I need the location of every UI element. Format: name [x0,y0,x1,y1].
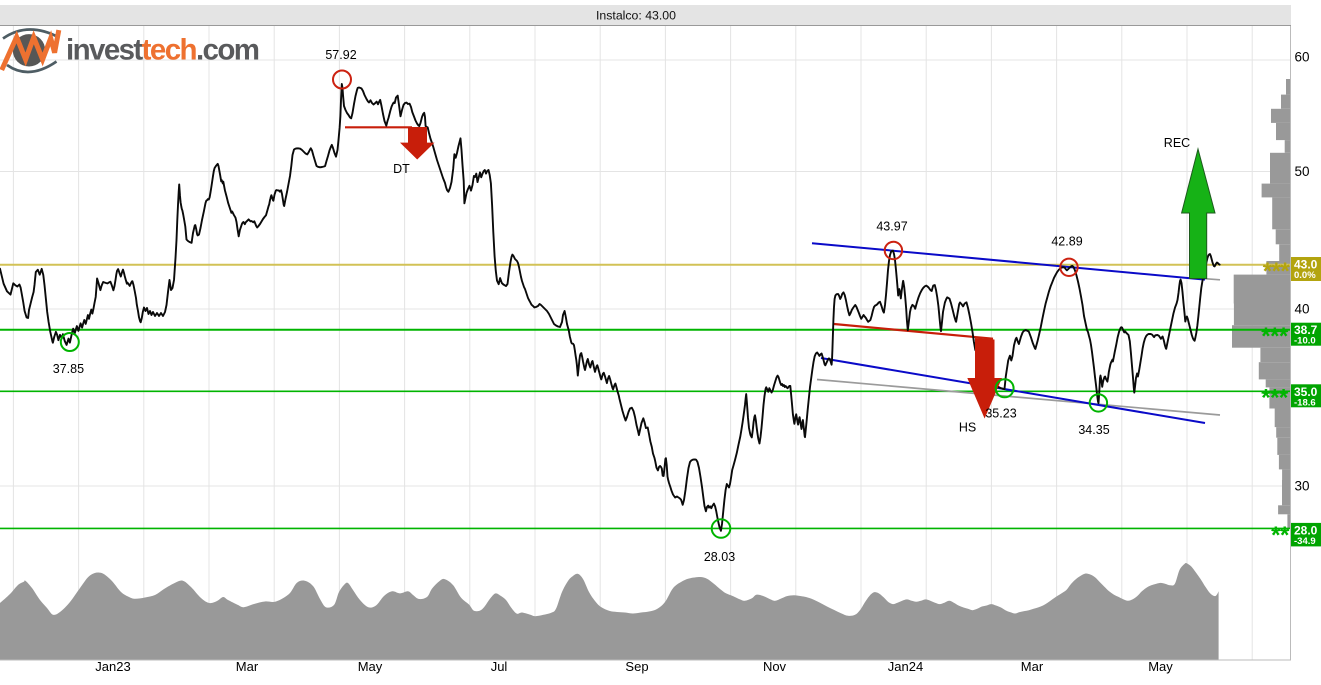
svg-text:0.0%: 0.0% [1294,270,1316,281]
svg-text:28.0: 28.0 [1294,523,1318,537]
svg-text:Jul: Jul [491,659,508,674]
svg-text:38.7: 38.7 [1294,323,1318,337]
svg-text:Instalco: 43.00: Instalco: 43.00 [596,9,676,23]
svg-text:-18.6: -18.6 [1294,397,1316,408]
svg-text:Mar: Mar [236,659,259,674]
svg-text:60: 60 [1295,50,1310,65]
svg-text:investtech.com: investtech.com [66,34,259,67]
svg-text:Mar: Mar [1021,659,1044,674]
svg-text:57.92: 57.92 [325,48,356,62]
svg-text:43.0: 43.0 [1294,258,1318,272]
svg-text:May: May [358,659,383,674]
svg-text:**: ** [1271,522,1290,549]
svg-text:***: *** [1263,258,1291,285]
svg-text:30: 30 [1295,479,1310,494]
svg-text:HS: HS [959,421,976,435]
svg-text:-34.9: -34.9 [1294,536,1316,547]
svg-text:DT: DT [393,162,410,176]
svg-text:***: *** [1261,323,1289,350]
svg-text:-10.0: -10.0 [1294,336,1316,347]
svg-text:34.35: 34.35 [1078,423,1109,437]
svg-text:28.03: 28.03 [704,550,735,564]
svg-text:37.85: 37.85 [53,362,84,376]
svg-text:Jan23: Jan23 [95,659,130,674]
svg-text:35.23: 35.23 [985,407,1016,421]
svg-text:50: 50 [1295,164,1310,179]
svg-text:43.97: 43.97 [876,220,907,234]
svg-text:REC: REC [1164,136,1190,150]
svg-text:40: 40 [1295,302,1310,317]
svg-text:Sep: Sep [625,659,648,674]
svg-text:35.0: 35.0 [1294,385,1318,399]
svg-text:May: May [1148,659,1173,674]
svg-text:42.89: 42.89 [1051,235,1082,249]
svg-text:Jan24: Jan24 [888,659,923,674]
svg-text:Nov: Nov [763,659,787,674]
svg-text:***: *** [1261,384,1289,411]
